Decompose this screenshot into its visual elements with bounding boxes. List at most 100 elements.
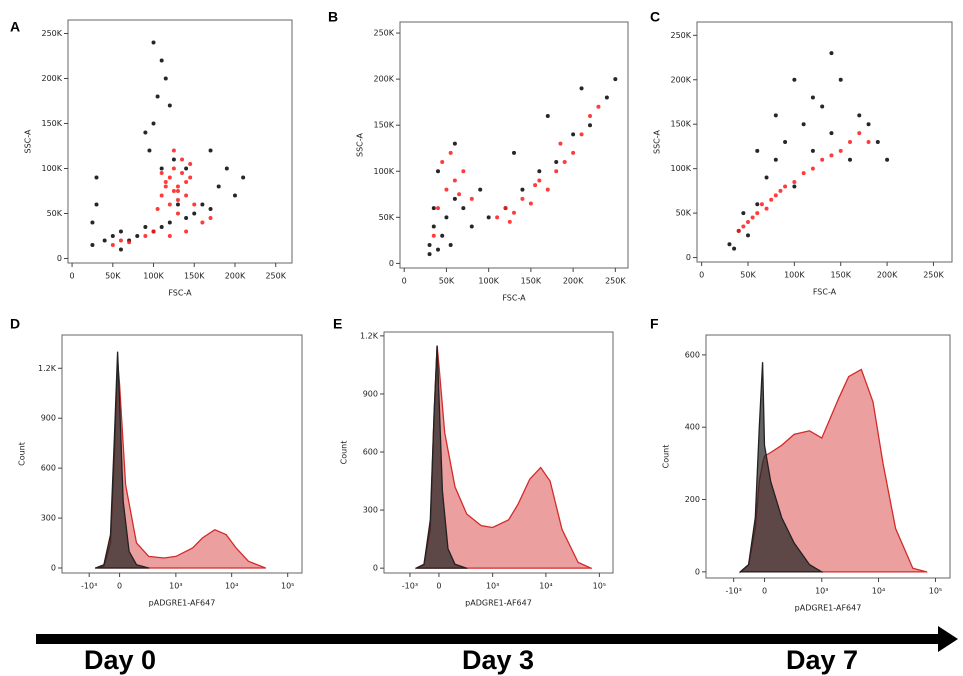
x-tick-label: 0 (70, 272, 75, 281)
x-tick-label: 10⁵ (281, 582, 294, 591)
scatter-point (159, 166, 164, 171)
scatter-point (171, 166, 176, 171)
scatter-point (110, 234, 115, 238)
scatter-point (750, 215, 755, 220)
scatter-point (110, 243, 115, 247)
scatter-point (469, 196, 474, 201)
scatter-point (431, 224, 436, 229)
x-tick-label: 10⁴ (539, 582, 552, 591)
y-tick-label: 1.2K (360, 331, 379, 340)
y-tick-label: 0 (695, 567, 700, 576)
scatter-point (163, 180, 168, 184)
scatter-point (554, 160, 559, 165)
x-axis-label: FSC-A (502, 294, 526, 303)
scatter-point (175, 211, 180, 216)
x-tick-label: 100K (143, 272, 164, 281)
scatter-point (838, 148, 843, 153)
scatter-point (147, 148, 152, 153)
y-tick-label: 250K (373, 29, 394, 38)
plot-frame (696, 21, 953, 263)
scatter-point (184, 216, 189, 220)
x-axis-label: FSC-A (168, 289, 192, 298)
scatter-point (90, 220, 95, 225)
panel-label: F (650, 316, 659, 332)
scatter-point (118, 247, 123, 252)
scatter-point (444, 215, 449, 220)
timeline-arrow-head (938, 626, 958, 652)
scatter-point (727, 242, 732, 247)
scatter-point (755, 211, 760, 216)
scatter-point (208, 207, 213, 211)
scatter-point (457, 192, 462, 197)
y-tick-label: 200K (670, 75, 691, 84)
x-tick-label: 10³ (486, 582, 499, 591)
scatter-point (562, 160, 567, 165)
scatter-point (545, 187, 550, 192)
y-tick-label: 600 (41, 464, 56, 473)
x-tick-label: 0 (436, 582, 441, 591)
scatter-point (588, 113, 592, 118)
plot-frame (705, 334, 951, 579)
scatter-point (773, 157, 778, 162)
scatter-point (764, 175, 769, 180)
scatter-point (528, 201, 533, 206)
scatter-point (175, 198, 180, 202)
scatter-point (829, 153, 834, 158)
x-tick-label: 10⁵ (929, 587, 942, 596)
scatter-point (216, 184, 221, 189)
scatter-point (778, 188, 783, 193)
scatter-point (773, 113, 778, 118)
scatter-point (820, 157, 825, 162)
y-tick-label: 50K (379, 213, 395, 222)
x-tick-label: 10⁴ (872, 587, 885, 596)
scatter-point (200, 202, 205, 207)
scatter-point (241, 175, 246, 180)
scatter-point (452, 141, 457, 146)
x-tick-label: 10³ (169, 582, 182, 591)
scatter-point (838, 77, 843, 82)
scatter-point (520, 196, 525, 201)
scatter-point (604, 95, 609, 100)
x-tick-label: 10⁵ (593, 582, 606, 591)
scatter-point (507, 219, 512, 224)
scatter-point (448, 242, 453, 247)
scatter-point (167, 234, 172, 238)
x-axis-label: pADGRE1-AF647 (795, 604, 862, 613)
scatter-point (159, 171, 164, 175)
scatter-point (801, 122, 806, 127)
scatter-point (495, 215, 500, 220)
scatter-point (736, 228, 741, 233)
scatter-point (533, 183, 538, 188)
scatter-point (579, 132, 584, 137)
scatter-point (875, 140, 880, 144)
y-tick-label: 0 (686, 253, 691, 262)
scatter-point (885, 157, 890, 162)
scatter-point (155, 94, 160, 99)
x-axis-label: pADGRE1-AF647 (465, 599, 532, 608)
y-tick-label: 200K (41, 74, 62, 83)
scatter-point (773, 193, 778, 198)
scatter-point (520, 187, 525, 192)
panel-label: A (10, 19, 20, 35)
scatter-point (452, 178, 457, 183)
y-tick-label: 0 (389, 259, 394, 268)
scatter-point (167, 220, 172, 225)
x-axis-label: pADGRE1-AF647 (149, 599, 216, 608)
scatter-point (512, 150, 516, 155)
scatter-point (848, 157, 852, 162)
scatter-point (431, 233, 436, 238)
x-tick-label: 200K (877, 271, 898, 280)
scatter-point (503, 206, 508, 211)
scatter-point (461, 206, 466, 211)
histogram-area (415, 345, 468, 570)
scatter-point (746, 233, 750, 238)
y-axis-label: SSC-A (24, 129, 33, 153)
y-tick-label: 200K (373, 75, 394, 84)
scatter-point (192, 202, 197, 207)
y-tick-label: 600 (363, 448, 378, 457)
scatter-point (732, 246, 737, 251)
scatter-point (159, 225, 164, 229)
scatter-point (452, 196, 457, 201)
scatter-point (94, 175, 99, 180)
scatter-point (436, 247, 440, 252)
